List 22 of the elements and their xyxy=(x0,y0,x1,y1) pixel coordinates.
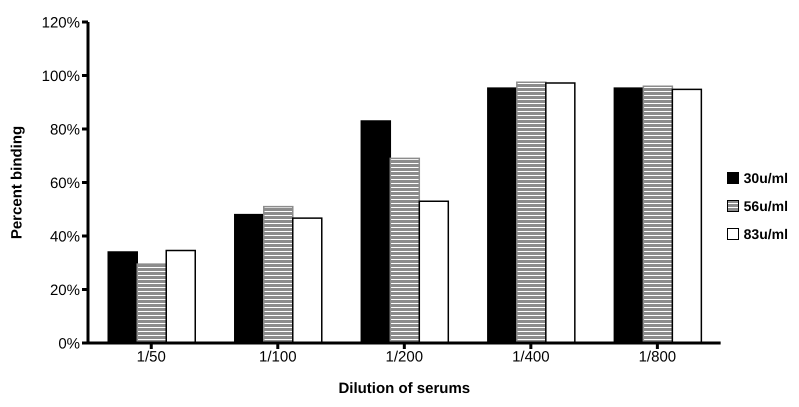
bar xyxy=(642,85,674,343)
y-tick-label: 100% xyxy=(42,68,80,85)
bar xyxy=(516,81,547,343)
y-axis-title: Percent binding xyxy=(8,126,26,240)
legend-label: 83u/ml xyxy=(744,226,788,242)
x-tick-label: 1/800 xyxy=(638,348,676,366)
x-tick-label: 1/400 xyxy=(512,348,550,366)
y-tick-label: 120% xyxy=(42,14,80,32)
y-tick-label: 20% xyxy=(50,282,80,299)
x-axis-title: Dilution of serums xyxy=(338,380,470,397)
bar xyxy=(136,263,167,343)
legend-label: 56u/ml xyxy=(744,198,788,214)
x-tick-label: 1/50 xyxy=(136,348,166,366)
y-tick-label: 0% xyxy=(58,335,80,352)
y-tick-label: 60% xyxy=(50,174,80,192)
x-tick-label: 1/200 xyxy=(386,348,424,366)
legend-label: 30u/ml xyxy=(744,170,788,186)
bar xyxy=(263,206,294,343)
bar xyxy=(390,158,420,343)
y-tick-label: 40% xyxy=(50,228,80,246)
y-tick-label: 80% xyxy=(50,121,80,138)
x-tick-label: 1/100 xyxy=(259,348,297,366)
